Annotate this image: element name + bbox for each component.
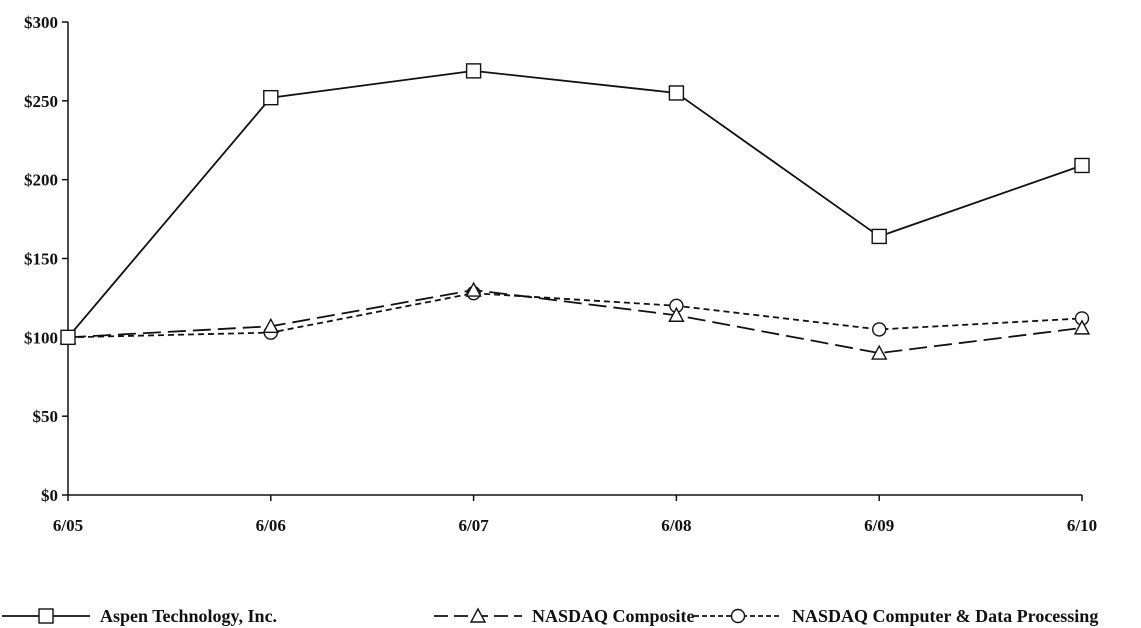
data-point-triangle [871, 344, 888, 360]
x-tick-label: 6/05 [53, 516, 83, 535]
x-tick-label: 6/08 [661, 516, 691, 535]
data-point-square [668, 85, 685, 101]
chart-legend: Aspen Technology, Inc. NASDAQ Composite NA… [2, 606, 1098, 626]
series-2 [60, 285, 1090, 345]
y-tick-label: $300 [24, 13, 58, 32]
chart-axes: $0 $50 $100 $150 $200 $250 $300 6/05 6/06 6/07 6/0… [24, 13, 1097, 535]
legend-item: NASDAQ Composite [434, 606, 695, 626]
y-tick-label: $0 [41, 486, 58, 505]
data-point-triangle [465, 281, 482, 297]
y-tick-label: $50 [33, 407, 59, 426]
data-point-triangle [1073, 319, 1091, 335]
data-point-square [1074, 157, 1090, 174]
chart-series [59, 63, 1091, 360]
data-point-triangle [262, 317, 279, 333]
data-point-square [465, 63, 482, 79]
y-tick-label: $250 [24, 92, 58, 111]
legend-item: NASDAQ Computer & Data Processing [694, 606, 1098, 626]
series-1 [59, 281, 1091, 360]
data-point-circle [872, 322, 887, 337]
legend-marker-triangle [469, 607, 487, 623]
x-tick-label: 6/07 [458, 516, 489, 535]
y-tick-label: $100 [24, 328, 58, 347]
data-point-square [60, 329, 76, 346]
legend-label: NASDAQ Computer & Data Processing [792, 606, 1098, 626]
data-point-triangle [668, 306, 685, 322]
legend-marker-square [38, 608, 54, 624]
legend-label: NASDAQ Composite [532, 606, 695, 626]
series-line [67, 69, 1083, 338]
x-tick-label: 6/10 [1067, 516, 1097, 535]
x-tick-label: 6/09 [864, 516, 894, 535]
series-line [67, 289, 1083, 355]
legend-marker-circle [730, 608, 746, 624]
legend-item: Aspen Technology, Inc. [2, 606, 277, 626]
data-point-square [871, 228, 887, 245]
y-tick-label: $150 [24, 250, 58, 269]
series-line [67, 292, 1083, 339]
data-point-square [263, 89, 279, 106]
series-0 [60, 63, 1090, 346]
y-tick-label: $200 [24, 171, 58, 190]
legend-label: Aspen Technology, Inc. [100, 606, 277, 626]
x-tick-label: 6/06 [256, 516, 286, 535]
